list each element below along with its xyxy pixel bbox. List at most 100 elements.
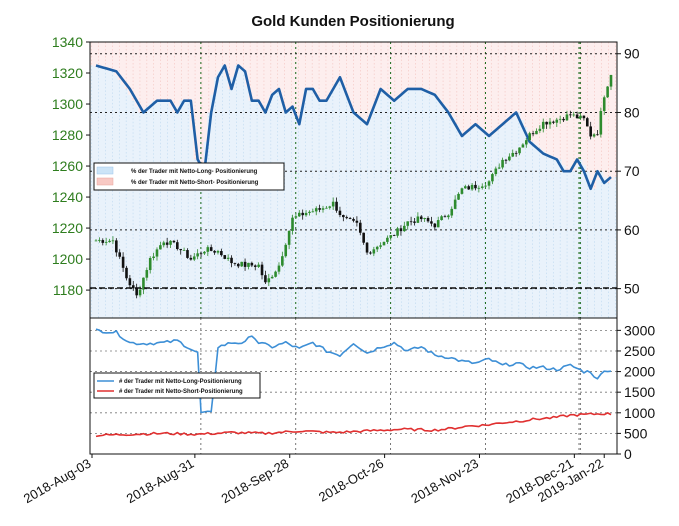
net-short-shading [265, 42, 270, 104]
candle-body [148, 258, 152, 271]
net-short-shading [300, 42, 305, 107]
candle-body [165, 242, 169, 245]
position-shading [90, 42, 617, 318]
candle-body [338, 210, 342, 216]
candle-body [572, 114, 576, 116]
candle-body [209, 247, 213, 251]
date-tick-label: 2018-Nov-23 [408, 456, 481, 507]
net-short-shading [468, 42, 473, 131]
net-short-shading [269, 42, 274, 95]
net-short-shading [296, 42, 301, 125]
net-short-shading [238, 42, 243, 69]
net-short-shading [431, 42, 436, 94]
net-short-shading [217, 42, 222, 72]
candle-body [169, 240, 172, 245]
net-short-shading [103, 42, 108, 70]
candle-body [199, 253, 203, 255]
net-short-shading [110, 42, 115, 72]
net-long-shading [196, 165, 201, 318]
net-long-shading [565, 171, 570, 318]
net-short-shading [413, 42, 418, 89]
net-short-shading [169, 42, 174, 107]
candle-body [172, 240, 176, 243]
candle-body [220, 251, 223, 256]
net-short-shading [231, 42, 236, 78]
net-short-shading [486, 42, 491, 134]
net-short-count-line [95, 412, 612, 438]
candle-body [325, 207, 328, 209]
candle-body [345, 217, 349, 219]
top-panel: 1340 1320 1300 1280 1260 1240 1220 1200 1180 90 8… [52, 34, 640, 319]
candle-body [382, 241, 386, 246]
price-tick-label: 1320 [52, 65, 83, 81]
candle-body [281, 256, 284, 266]
net-short-shading [210, 42, 215, 95]
net-short-shading [520, 42, 525, 120]
net-short-shading [286, 42, 291, 110]
net-short-shading [258, 42, 263, 107]
candle-body [98, 240, 101, 241]
candle-body [450, 208, 454, 216]
net-short-shading [455, 42, 460, 125]
net-long-shading [479, 127, 484, 318]
price-axis: 1340 1320 1300 1280 1260 1240 1220 1200 1180 [52, 34, 90, 298]
net-long-shading [193, 159, 198, 318]
count-tick-label: 500 [624, 425, 648, 441]
legend-label-net-long: % der Trader mit Netto-Long- Positionier… [131, 169, 258, 175]
net-long-shading [375, 97, 380, 318]
bottom-legend: # der Trader mit Netto-Long-Positionieru… [93, 372, 261, 399]
candle-body [101, 240, 105, 243]
candle-body [342, 215, 345, 218]
legend-label-net-short: % der Trader mit Netto-Short- Positionie… [131, 180, 259, 186]
candle-body [331, 201, 335, 207]
net-short-shading [276, 42, 281, 89]
candle-body [237, 263, 240, 267]
net-long-shading [217, 71, 222, 318]
net-long-shading [579, 159, 584, 318]
net-short-shading [610, 42, 615, 180]
date-tick-label: 2018-Aug-03 [21, 456, 94, 507]
candle-body [270, 276, 274, 279]
net-long-shading [307, 88, 312, 318]
candle-body [494, 168, 498, 175]
net-long-shading [169, 106, 174, 318]
net-short-shading [124, 42, 129, 89]
net-short-shading [472, 42, 477, 128]
candle-body [531, 133, 535, 135]
bottom-panel: 3000 2500 2000 1500 1000 500 0 # der Trader mi… [89, 317, 655, 462]
candle-body [589, 126, 592, 137]
net-short-shading [127, 42, 132, 95]
candle-body [318, 208, 321, 210]
count-tick-label: 2500 [624, 343, 655, 359]
candle-body [108, 240, 111, 243]
net-short-shading [310, 42, 315, 89]
net-long-shading [400, 94, 405, 318]
candle-body [155, 249, 159, 257]
net-long-shading [486, 133, 491, 318]
net-short-shading [338, 42, 343, 78]
candle-body [548, 121, 552, 125]
net-short-shading [479, 42, 484, 128]
net-short-shading [558, 42, 563, 160]
candle-body [497, 167, 501, 169]
net-short-shading [348, 42, 353, 104]
candle-body [233, 263, 237, 264]
net-long-shading [162, 100, 167, 318]
net-long-shading [269, 94, 274, 318]
candle-body [362, 232, 365, 243]
legend-label-net-long-count: # der Trader mit Netto-Long-Positionieru… [119, 379, 242, 385]
net-long-shading [403, 91, 408, 318]
net-short-shading [427, 42, 432, 92]
net-short-shading [148, 42, 153, 104]
candle-body [541, 121, 545, 129]
net-long-shading [396, 97, 401, 318]
net-short-shading [344, 42, 349, 95]
price-tick-label: 1240 [52, 189, 83, 205]
net-short-shading [341, 42, 346, 87]
net-short-shading [200, 42, 205, 172]
price-tick-label: 1220 [52, 220, 83, 236]
net-long-shading [124, 88, 129, 318]
candle-body [585, 118, 589, 127]
net-short-shading [506, 42, 511, 122]
